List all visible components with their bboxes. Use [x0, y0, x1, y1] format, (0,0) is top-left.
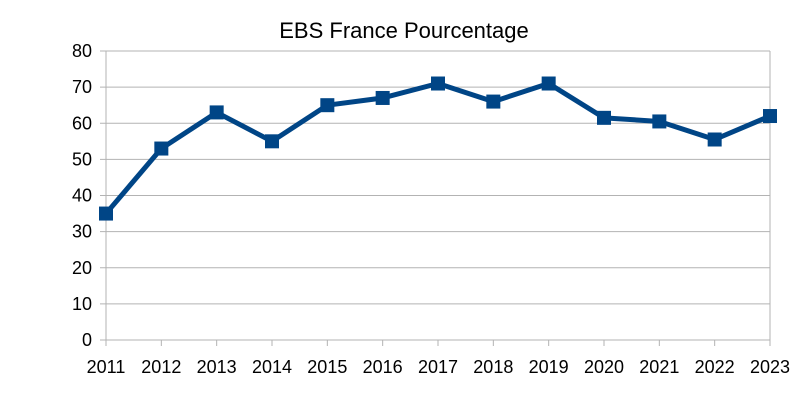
data-point-marker [265, 134, 279, 149]
x-tick-label: 2021 [639, 357, 679, 377]
x-tick-label: 2012 [141, 357, 181, 377]
series-line [103, 81, 773, 217]
x-tick-label: 2019 [529, 357, 569, 377]
y-tick-labels: 0 10 20 30 40 50 60 70 80 [72, 41, 92, 350]
x-tick-labels: 2011 2012 2013 2014 2015 2016 2017 2018 2019 2020… [87, 357, 790, 377]
x-tick-label: 2016 [363, 357, 403, 377]
y-tick-label: 0 [82, 330, 92, 350]
data-point-marker [209, 105, 224, 120]
x-tick-label: 2011 [87, 357, 126, 377]
y-tick-label: 60 [72, 113, 92, 133]
data-series [99, 76, 777, 221]
gridlines [106, 50, 770, 341]
y-tick-label: 20 [72, 258, 92, 278]
data-point-marker [763, 109, 777, 124]
x-tick-label: 2020 [584, 357, 624, 377]
data-point-marker [707, 132, 722, 147]
data-point-marker [597, 110, 611, 125]
x-tick-label: 2014 [252, 357, 292, 377]
axes [100, 50, 771, 346]
data-point-marker [375, 90, 390, 105]
x-tick-label: 2018 [473, 357, 513, 377]
chart-title: EBS France Pourcentage [279, 18, 528, 43]
y-tick-label: 30 [72, 222, 92, 242]
data-point-marker [652, 114, 667, 129]
x-tick-label: 2017 [418, 357, 458, 377]
data-point-marker [486, 94, 501, 109]
y-tick-label: 80 [72, 41, 92, 61]
y-tick-label: 50 [72, 149, 92, 169]
data-point-marker [99, 206, 113, 221]
y-tick-label: 10 [72, 294, 92, 314]
data-point-marker [154, 141, 169, 156]
x-tick-label: 2022 [695, 357, 735, 377]
y-tick-label: 40 [72, 186, 92, 206]
data-point-marker [431, 76, 445, 91]
y-tick-label: 70 [72, 77, 92, 97]
data-point-marker [541, 76, 556, 91]
data-point-marker [320, 98, 335, 113]
x-tick-label: 2023 [750, 357, 790, 377]
x-tick-label: 2015 [307, 357, 347, 377]
x-tick-label: 2013 [197, 357, 237, 377]
